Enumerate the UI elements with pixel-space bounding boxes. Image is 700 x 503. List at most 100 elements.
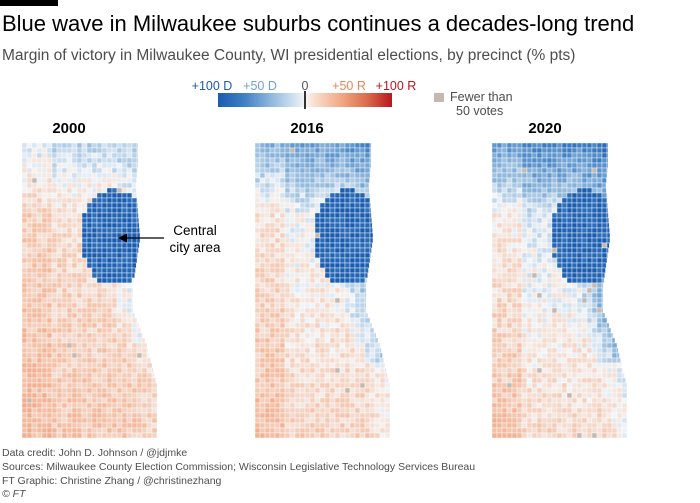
- precinct-cell: [41, 167, 48, 174]
- precinct-cell: [581, 302, 588, 309]
- precinct-cell: [344, 377, 351, 384]
- precinct-cell: [349, 182, 356, 189]
- precinct-cell: [536, 357, 543, 364]
- precinct-cell: [299, 387, 306, 394]
- precinct-cell: [299, 257, 306, 264]
- precinct-cell: [374, 432, 381, 438]
- precinct-cell: [126, 427, 133, 434]
- precinct-cell: [126, 347, 133, 354]
- precinct-cell: [255, 222, 261, 229]
- precinct-cell: [314, 397, 321, 404]
- precinct-cell: [526, 227, 533, 234]
- precinct-cell: [556, 227, 563, 234]
- precinct-cell: [66, 382, 73, 389]
- precinct-cell: [496, 152, 503, 159]
- precinct-cell: [319, 367, 326, 374]
- precinct-cell: [369, 147, 372, 154]
- precinct-cell: [576, 167, 583, 174]
- precinct-cell: [264, 277, 271, 284]
- precinct-cell: [126, 432, 133, 438]
- precinct-cell: [26, 162, 33, 169]
- precinct-cell: [284, 432, 291, 438]
- precinct-cell: [96, 227, 103, 234]
- precinct-cell: [106, 362, 113, 369]
- precinct-cell: [279, 412, 286, 419]
- precinct-cell: [284, 272, 291, 279]
- precinct-cell: [81, 247, 88, 254]
- precinct-cell: [516, 252, 523, 259]
- precinct-cell: [526, 372, 533, 379]
- precinct-cell: [106, 162, 113, 169]
- precinct-cell: [561, 402, 568, 409]
- precinct-cell: [364, 217, 371, 224]
- precinct-cell: [91, 207, 98, 214]
- precinct-cell: [131, 407, 138, 414]
- precinct-cell: [309, 157, 316, 164]
- precinct-cell: [76, 407, 83, 414]
- precinct-cell: [526, 287, 533, 294]
- precinct-cell: [492, 222, 498, 229]
- precinct-cell: [81, 312, 88, 319]
- precinct-cell: [354, 267, 361, 274]
- precinct-cell: [22, 427, 28, 434]
- precinct-cell: [621, 387, 628, 394]
- precinct-cell: [284, 227, 291, 234]
- precinct-cell: [546, 332, 553, 339]
- precinct-cell: [546, 347, 553, 354]
- precinct-cell: [111, 272, 118, 279]
- precinct-cell: [131, 252, 138, 259]
- precinct-cell: [501, 197, 508, 204]
- precinct-cell: [41, 217, 48, 224]
- precinct-cell: [586, 297, 593, 304]
- precinct-cell: [364, 267, 369, 274]
- precinct-cell: [274, 402, 281, 409]
- precinct-cell: [501, 307, 508, 314]
- precinct-cell: [546, 317, 553, 324]
- precinct-cell: [516, 147, 523, 154]
- precinct-cell: [501, 272, 508, 279]
- precinct-cell: [596, 232, 603, 239]
- precinct-cell: [304, 387, 311, 394]
- precinct-cell: [591, 352, 598, 359]
- precinct-cell: [329, 222, 336, 229]
- precinct-cell: [294, 387, 301, 394]
- precinct-cell: [591, 282, 598, 289]
- precinct-cell: [259, 267, 266, 274]
- precinct-cell: [556, 377, 563, 384]
- precinct-cell: [304, 332, 311, 339]
- precinct-cell: [56, 382, 63, 389]
- precinct-cell: [616, 422, 623, 429]
- precinct-cell: [31, 187, 38, 194]
- precinct-cell: [329, 182, 336, 189]
- precinct-cell: [611, 362, 618, 369]
- precinct-cell: [541, 162, 548, 169]
- precinct-cell: [289, 382, 296, 389]
- precinct-cell: [349, 222, 356, 229]
- precinct-cell: [121, 262, 128, 269]
- precinct-cell: [329, 202, 336, 209]
- precinct-cell: [606, 247, 609, 254]
- precinct-cell: [81, 342, 88, 349]
- precinct-cell: [304, 392, 311, 399]
- precinct-cell: [349, 192, 356, 199]
- precinct-cell: [551, 322, 558, 329]
- precinct-cell: [31, 227, 38, 234]
- precinct-cell: [101, 357, 108, 364]
- precinct-cell: [264, 322, 271, 329]
- precinct-cell: [269, 317, 276, 324]
- precinct-cell: [255, 247, 261, 254]
- precinct-cell: [309, 362, 316, 369]
- precinct-cell: [289, 387, 296, 394]
- precinct-cell: [339, 357, 346, 364]
- precinct-cell: [359, 182, 366, 189]
- precinct-cell: [364, 262, 370, 269]
- precinct-cell: [526, 432, 533, 438]
- precinct-cell: [344, 247, 351, 254]
- precinct-cell: [91, 212, 98, 219]
- precinct-cell: [259, 307, 266, 314]
- precinct-cell: [369, 402, 376, 409]
- precinct-cell: [596, 382, 603, 389]
- precinct-cell: [616, 347, 619, 354]
- precinct-cell: [299, 317, 306, 324]
- precinct-cell: [51, 332, 58, 339]
